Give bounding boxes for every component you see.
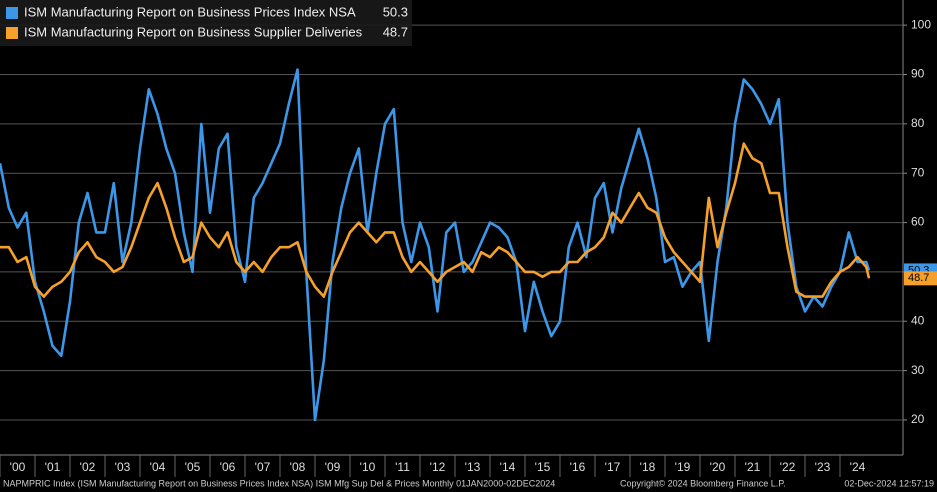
x-tick-label: '02 bbox=[80, 460, 96, 474]
legend-label: ISM Manufacturing Report on Business Sup… bbox=[24, 24, 363, 39]
x-tick-label: '15 bbox=[535, 460, 551, 474]
x-tick-label: '01 bbox=[45, 460, 61, 474]
x-tick-label: '16 bbox=[570, 460, 586, 474]
legend-label: ISM Manufacturing Report on Business Pri… bbox=[24, 4, 356, 19]
x-tick-label: '23 bbox=[815, 460, 831, 474]
legend-value: 50.3 bbox=[383, 4, 408, 19]
x-tick-label: '09 bbox=[325, 460, 341, 474]
last-value-label: 48.7 bbox=[908, 272, 929, 284]
y-tick-label: 70 bbox=[911, 165, 925, 179]
footer-left: NAPMPRIC Index (ISM Manufacturing Report… bbox=[3, 478, 555, 488]
y-tick-label: 30 bbox=[911, 363, 925, 377]
footer-center: Copyright© 2024 Bloomberg Finance L.P. bbox=[620, 478, 786, 488]
legend-swatch bbox=[6, 7, 18, 19]
legend-swatch bbox=[6, 27, 18, 39]
x-tick-label: '11 bbox=[395, 460, 410, 474]
x-tick-label: '19 bbox=[675, 460, 691, 474]
series-line bbox=[0, 68, 871, 422]
x-tick-label: '14 bbox=[500, 460, 516, 474]
y-tick-label: 100 bbox=[911, 17, 931, 31]
y-tick-label: 90 bbox=[911, 67, 925, 81]
legend-value: 48.7 bbox=[383, 24, 408, 39]
legend-box bbox=[0, 0, 412, 46]
x-tick-label: '17 bbox=[605, 460, 621, 474]
y-tick-label: 20 bbox=[911, 412, 925, 426]
x-tick-label: '03 bbox=[115, 460, 131, 474]
series-line bbox=[0, 142, 871, 298]
x-tick-label: '24 bbox=[850, 460, 866, 474]
x-tick-label: '21 bbox=[745, 460, 761, 474]
y-tick-label: 40 bbox=[911, 313, 925, 327]
x-tick-label: '10 bbox=[360, 460, 376, 474]
x-tick-label: '00 bbox=[10, 460, 26, 474]
y-tick-label: 80 bbox=[911, 116, 925, 130]
x-tick-label: '08 bbox=[290, 460, 306, 474]
x-tick-label: '06 bbox=[220, 460, 236, 474]
x-tick-label: '04 bbox=[150, 460, 166, 474]
x-tick-label: '05 bbox=[185, 460, 201, 474]
x-tick-label: '22 bbox=[780, 460, 796, 474]
x-tick-label: '07 bbox=[255, 460, 271, 474]
last-value-tag bbox=[904, 271, 937, 286]
footer-right: 02-Dec-2024 12:57:19 bbox=[844, 478, 934, 488]
y-tick-label: 60 bbox=[911, 215, 925, 229]
x-tick-label: '12 bbox=[430, 460, 446, 474]
x-tick-label: '13 bbox=[465, 460, 481, 474]
x-tick-label: '18 bbox=[640, 460, 656, 474]
x-tick-label: '20 bbox=[710, 460, 726, 474]
